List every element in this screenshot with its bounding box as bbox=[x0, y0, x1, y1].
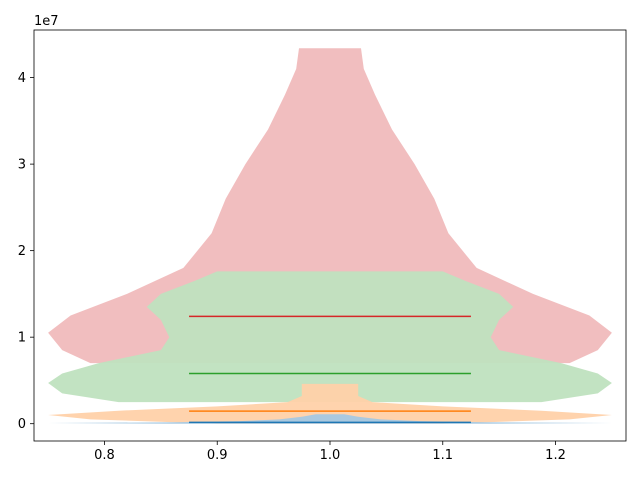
x-axis: 0.8 0.9 1.0 1.1 1.2 bbox=[94, 441, 566, 463]
y-axis: 0 1 2 3 4 bbox=[18, 71, 34, 432]
y-tick-label: 1 bbox=[18, 331, 26, 346]
y-offset-label: 1e7 bbox=[34, 14, 59, 29]
plot-area bbox=[48, 48, 612, 424]
y-tick-label: 0 bbox=[18, 417, 26, 432]
violin-body-2 bbox=[48, 383, 612, 424]
y-tick-label: 3 bbox=[18, 158, 26, 173]
y-tick-label: 2 bbox=[18, 244, 26, 259]
x-tick-label: 0.9 bbox=[207, 448, 228, 463]
x-tick-label: 1.2 bbox=[545, 448, 566, 463]
violin-body-1 bbox=[48, 414, 612, 424]
x-tick-label: 0.8 bbox=[94, 448, 115, 463]
y-tick-label: 4 bbox=[18, 71, 26, 86]
x-tick-label: 1.1 bbox=[432, 448, 453, 463]
x-tick-label: 1.0 bbox=[320, 448, 341, 463]
violin-body-3 bbox=[48, 271, 612, 403]
